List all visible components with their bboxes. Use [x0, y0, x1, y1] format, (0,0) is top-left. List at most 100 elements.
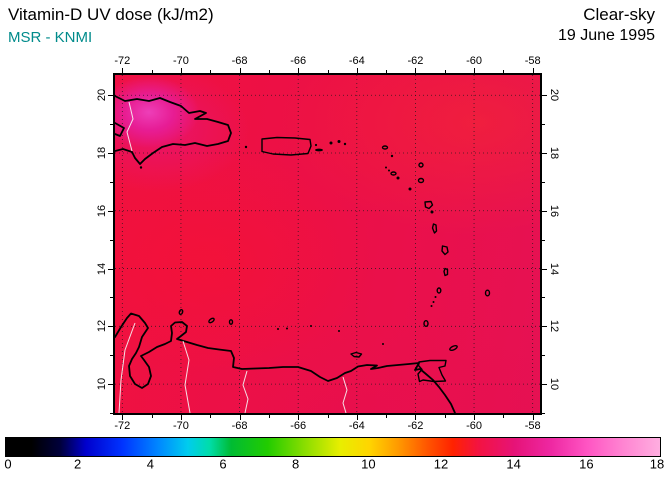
lat-tick-label-left: 16 [96, 204, 108, 217]
axis-tick [542, 95, 547, 97]
los-roques-icon [277, 328, 279, 330]
axis-tick [298, 68, 300, 73]
lon-tick-label-bottom: -68 [231, 420, 248, 432]
axis-tick [542, 326, 547, 328]
axis-tick [180, 68, 182, 73]
colorbar-tick-label: 10 [361, 456, 376, 472]
bonaire-icon [228, 319, 234, 325]
marie-galante-icon [430, 210, 434, 214]
axis-tick [542, 210, 547, 212]
uv-dose-field [115, 75, 540, 413]
axis-tick [268, 415, 270, 418]
axis-tick [108, 384, 113, 386]
axis-tick [210, 70, 212, 73]
coastline-south-america [115, 312, 456, 413]
lon-tick-label-top: -66 [290, 55, 307, 67]
lon-tick-label-top: -64 [348, 55, 365, 67]
axis-tick [542, 153, 547, 154]
antigua-icon [417, 177, 425, 184]
axis-tick [503, 70, 505, 73]
dominica-icon [431, 223, 438, 234]
axis-tick [444, 70, 446, 73]
los-testigos-icon [382, 343, 384, 345]
colombia-venezuela-border [118, 322, 136, 413]
axis-tick [415, 68, 417, 73]
grenadines-icon [430, 305, 433, 307]
axis-tick [108, 210, 113, 212]
axis-tick [151, 415, 153, 418]
axis-tick [110, 413, 113, 414]
st-barth-icon [390, 154, 394, 158]
la-blanquilla-icon [338, 330, 340, 332]
lat-tick-label-left: 10 [96, 377, 108, 391]
axis-tick [210, 415, 212, 418]
axis-tick [532, 68, 534, 73]
inland-border-line [342, 376, 348, 413]
page-title: Vitamin-D UV dose (kJ/m2) [8, 5, 214, 24]
lat-tick-label-left: 12 [96, 320, 108, 333]
st-martin-icon [381, 145, 389, 150]
colorbar-tick-label: 12 [433, 456, 449, 472]
lon-tick-label-bottom: -64 [348, 420, 365, 432]
haiti-dr-border [126, 101, 134, 152]
coastline-puerto-rico [261, 136, 312, 156]
margarita-icon [350, 351, 363, 358]
axis-tick [386, 415, 388, 418]
lon-tick-label-top: -60 [466, 55, 482, 67]
lon-tick-label-bottom: -66 [290, 420, 307, 432]
axis-tick [108, 153, 113, 154]
axis-tick [542, 413, 545, 414]
axis-tick [542, 181, 545, 183]
axis-tick [474, 68, 476, 73]
inland-border-line [182, 340, 191, 413]
lat-tick-label-right: 10 [548, 377, 560, 391]
lon-tick-label-top: -70 [172, 55, 189, 67]
colorbar-tick-label: 4 [146, 456, 154, 472]
axis-tick [110, 239, 113, 241]
colorbar [5, 437, 661, 457]
axis-tick [327, 415, 329, 418]
axis-tick [356, 415, 358, 420]
lat-tick-label-right: 12 [548, 320, 560, 333]
lon-tick-label-bottom: -72 [114, 420, 131, 432]
barbados-icon [484, 289, 491, 297]
axis-tick [542, 384, 547, 386]
axis-tick [327, 70, 329, 73]
axis-tick [356, 68, 358, 73]
axis-tick [415, 415, 417, 420]
colorbar-tick-label: 18 [649, 456, 665, 472]
virgin-island-icon [329, 141, 333, 145]
colorbar-tick-label: 0 [4, 456, 12, 472]
curacao-icon [208, 317, 215, 324]
lon-tick-label-bottom: -60 [466, 420, 482, 432]
axis-tick [542, 268, 547, 270]
saba-icon [385, 166, 387, 169]
lat-tick-label-right: 18 [548, 146, 560, 160]
virgin-island-icon [343, 142, 347, 146]
axis-tick [474, 415, 476, 420]
montserrat-icon [408, 187, 412, 191]
date-label: 19 June 1995 [558, 27, 655, 44]
lon-tick-label-top: -62 [407, 55, 424, 67]
la-tortuga-icon [310, 325, 312, 327]
grenadines-icon [434, 296, 437, 298]
lon-tick-label-bottom: -58 [524, 420, 541, 432]
culebra-island-icon [314, 143, 318, 147]
axis-tick [239, 68, 241, 73]
st-lucia-icon [443, 267, 449, 277]
axis-tick [444, 415, 446, 418]
axis-tick [110, 355, 113, 357]
grenadines-icon [432, 301, 435, 303]
axis-tick [110, 181, 113, 183]
axis-tick [532, 415, 534, 420]
lon-tick-label-bottom: -70 [172, 420, 189, 432]
colorbar-tick-label: 6 [219, 456, 227, 472]
lon-tick-label-top: -68 [231, 55, 248, 67]
martinique-icon [441, 245, 449, 256]
axis-tick [151, 70, 153, 73]
coastlines-group [115, 95, 491, 413]
lat-tick-label-left: 20 [96, 89, 108, 102]
lat-tick-label-right: 20 [548, 89, 560, 102]
st-vincent-icon [436, 287, 442, 294]
